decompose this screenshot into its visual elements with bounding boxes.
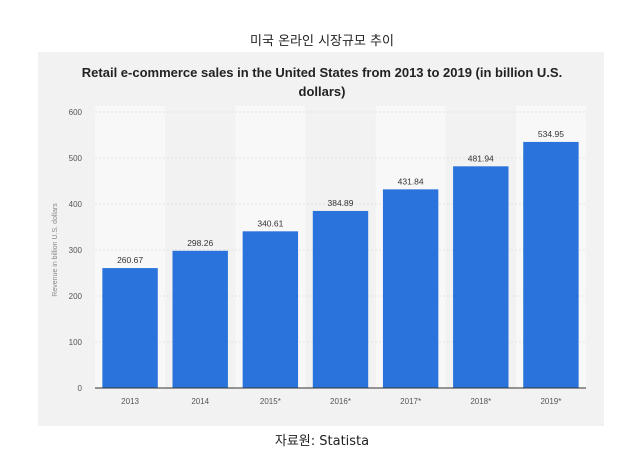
x-tick-label: 2014 bbox=[191, 397, 209, 406]
bar bbox=[242, 231, 299, 388]
caption-bottom: 자료원: Statista bbox=[274, 434, 370, 449]
x-tick-label: 2016* bbox=[330, 397, 351, 406]
bar-value-label: 481.94 bbox=[468, 153, 494, 163]
bar bbox=[382, 189, 439, 388]
y-axis-label: Revenue in billion U.S. dollars bbox=[52, 203, 59, 297]
y-tick-label: 400 bbox=[69, 200, 83, 209]
x-axis-ticks: 2013 2014 2015* 2016* 2017* 2018* 2019* bbox=[121, 397, 561, 406]
bar-value-label: 431.84 bbox=[398, 176, 424, 186]
bar-value-labels: 260.67 298.26 340.61 384.89 431.84 481.94 534.… bbox=[117, 129, 564, 265]
bars bbox=[102, 141, 579, 388]
chart-title: Retail e-commerce sales in the United St… bbox=[81, 65, 563, 99]
bar-value-label: 534.95 bbox=[538, 129, 564, 139]
bar-value-label: 298.26 bbox=[187, 238, 213, 248]
y-tick-label: 600 bbox=[69, 108, 83, 117]
x-tick-label: 2018* bbox=[470, 397, 491, 406]
y-tick-label: 100 bbox=[69, 338, 83, 347]
y-tick-label: 200 bbox=[69, 292, 83, 301]
y-tick-label: 0 bbox=[78, 384, 83, 393]
y-tick-label: 300 bbox=[69, 246, 83, 255]
x-tick-label: 2019* bbox=[540, 397, 561, 406]
x-tick-label: 2017* bbox=[400, 397, 421, 406]
bar-value-label: 384.89 bbox=[328, 198, 354, 208]
bar bbox=[102, 268, 158, 388]
y-axis-ticks: 0 100 200 300 400 500 600 bbox=[69, 108, 83, 393]
bar-value-label: 340.61 bbox=[257, 218, 283, 228]
caption-top: 미국 온라인 시장규모 추이 bbox=[250, 34, 394, 49]
bar bbox=[312, 210, 369, 388]
bar bbox=[172, 250, 228, 388]
x-tick-label: 2013 bbox=[121, 397, 139, 406]
bar-value-label: 260.67 bbox=[117, 255, 143, 265]
bar-chart: 0 100 200 300 400 500 600 260.67 298.26 340.61 38… bbox=[52, 106, 586, 406]
bar bbox=[453, 166, 509, 388]
y-tick-label: 500 bbox=[69, 154, 83, 163]
bar bbox=[523, 141, 579, 388]
x-tick-label: 2015* bbox=[260, 397, 281, 406]
